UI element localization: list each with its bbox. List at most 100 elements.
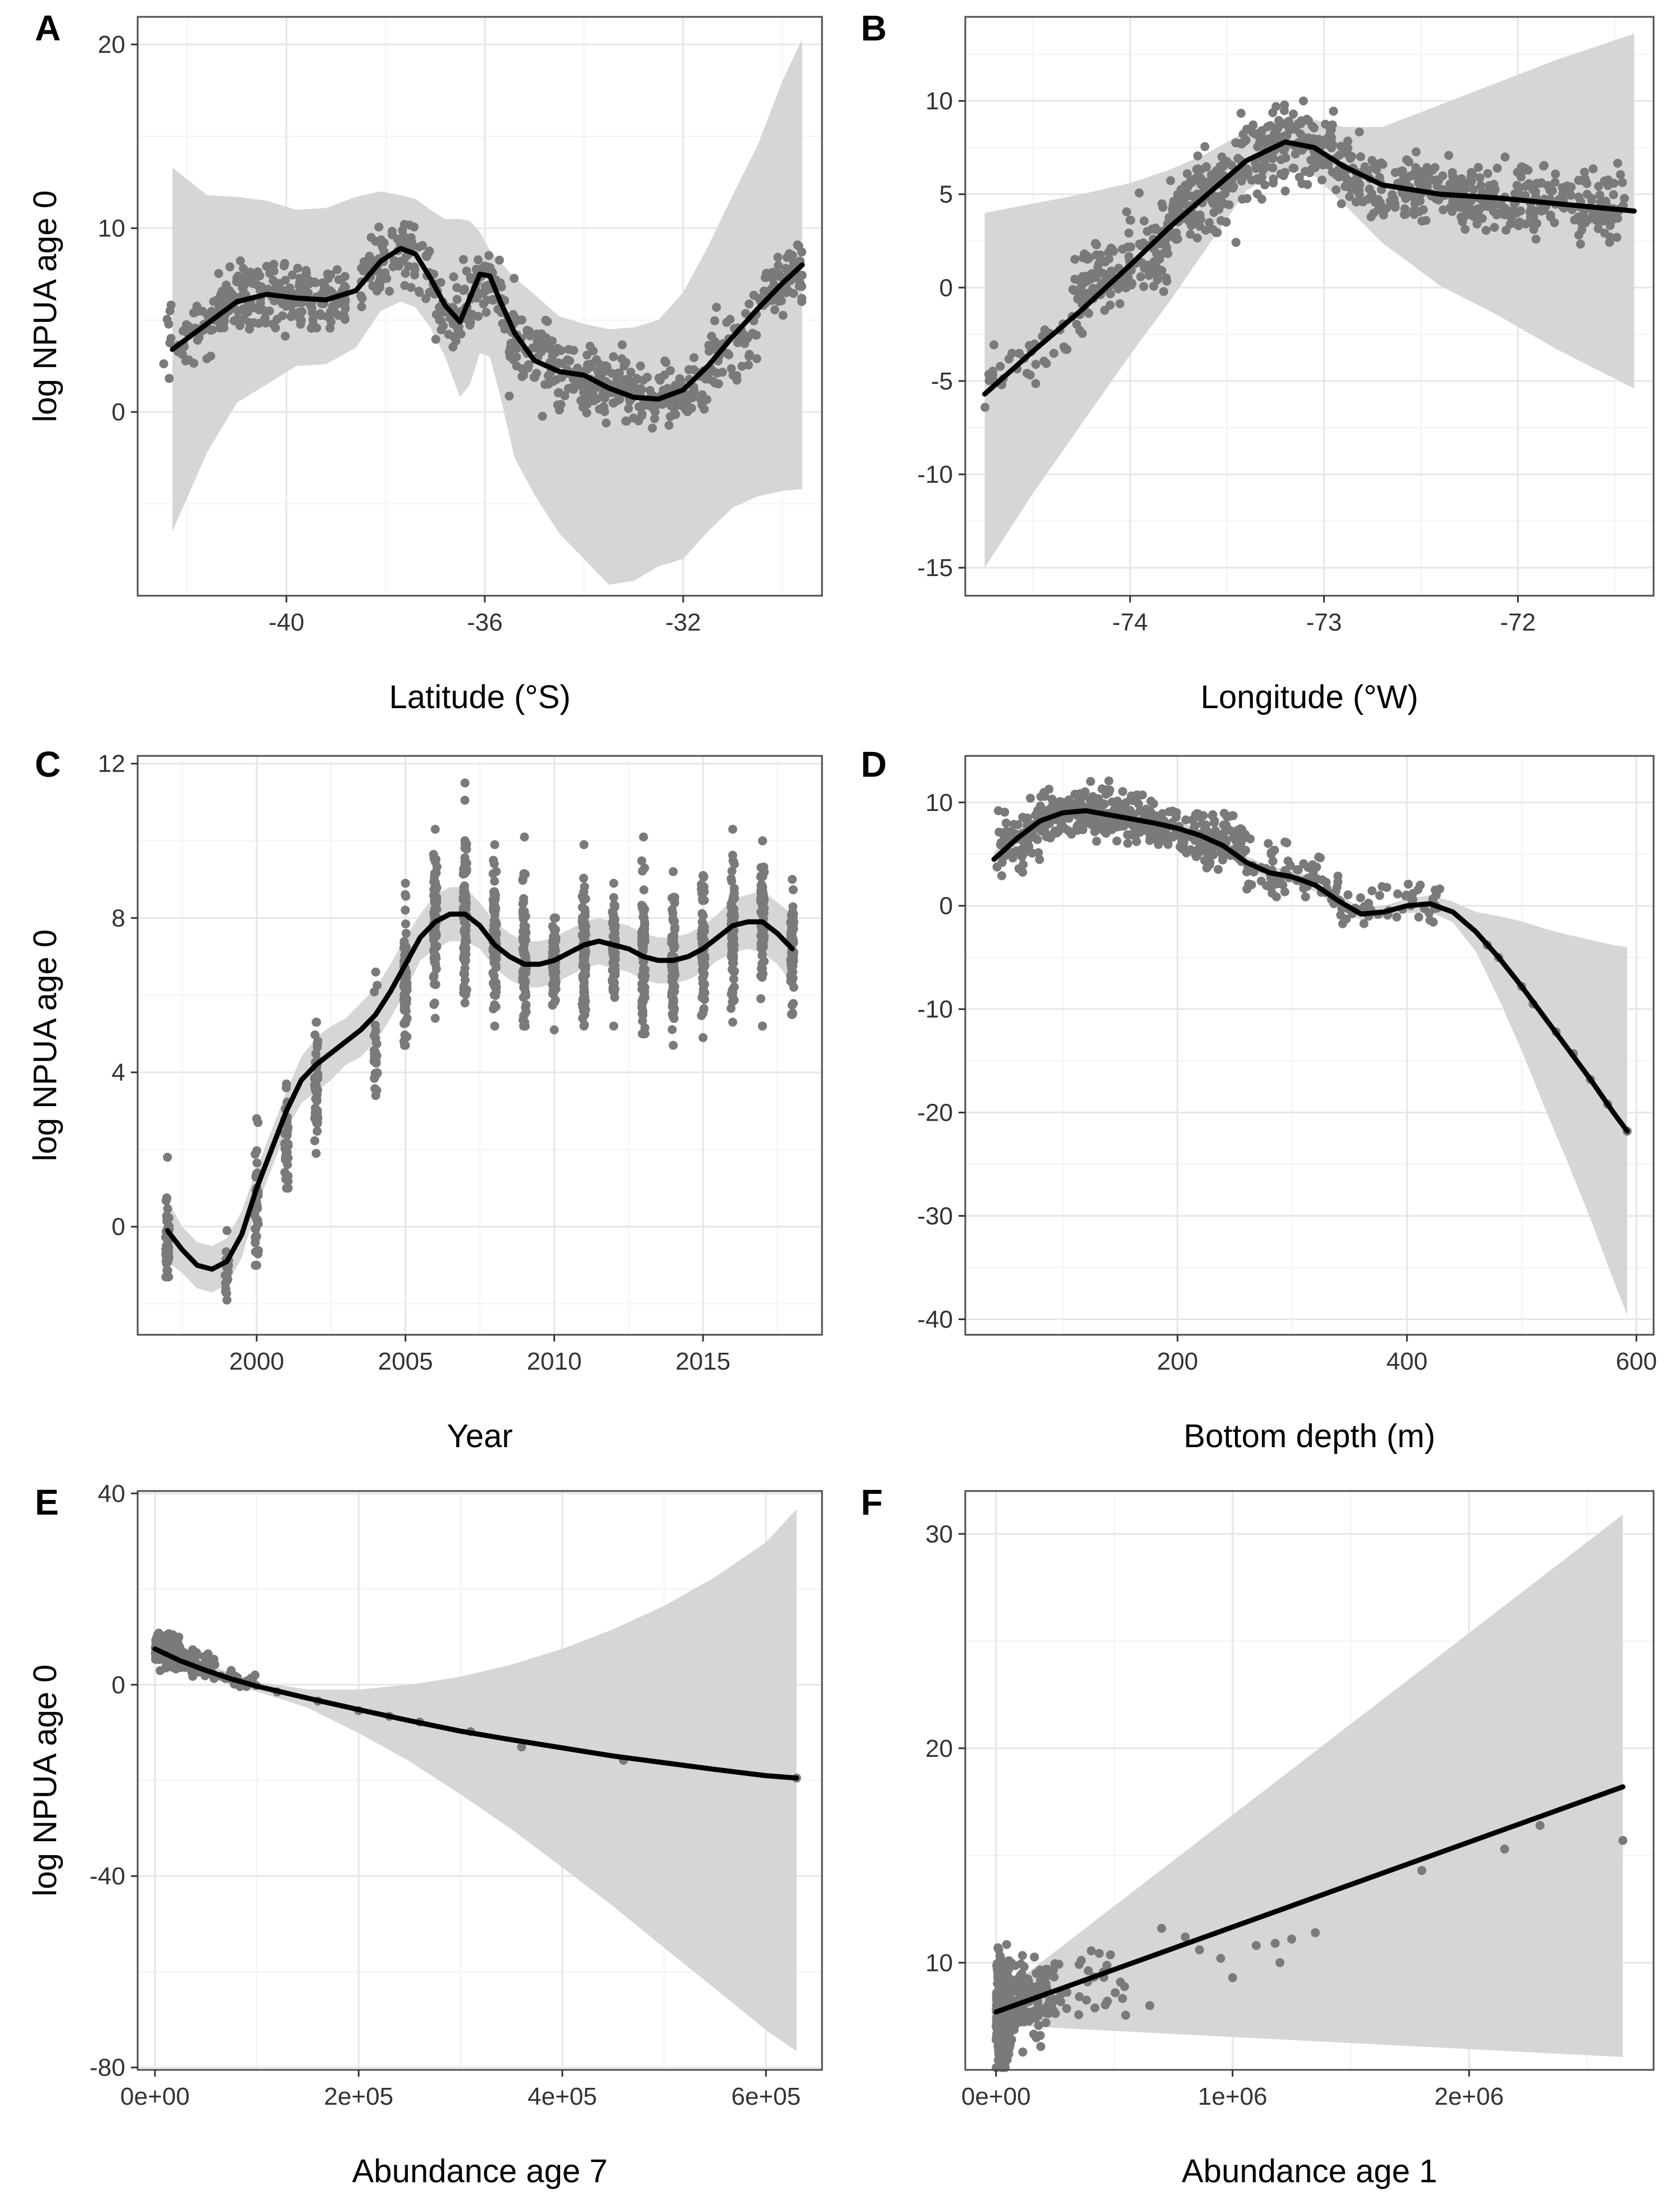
data-point xyxy=(697,880,706,889)
data-point xyxy=(1620,194,1629,203)
data-point xyxy=(1355,127,1364,137)
data-point xyxy=(1060,823,1069,833)
data-point xyxy=(490,925,500,934)
data-point xyxy=(1367,886,1377,895)
y-tick-label: 5 xyxy=(939,181,953,209)
data-point xyxy=(697,400,707,410)
data-point xyxy=(1134,799,1143,809)
data-point xyxy=(1366,212,1376,221)
data-point xyxy=(385,287,394,296)
data-point xyxy=(1155,826,1165,835)
data-point xyxy=(1455,203,1465,212)
data-point xyxy=(252,1146,261,1155)
data-point xyxy=(222,1289,231,1298)
data-point xyxy=(1343,890,1353,900)
data-point xyxy=(1603,178,1613,187)
data-point xyxy=(521,1003,530,1012)
data-point xyxy=(489,1004,498,1014)
data-point xyxy=(1176,185,1186,194)
y-tick-label: 0 xyxy=(939,892,953,920)
data-point xyxy=(161,1252,171,1261)
data-point xyxy=(1168,230,1178,240)
data-point xyxy=(249,318,258,328)
x-tick-label: 200 xyxy=(1157,1348,1198,1375)
data-point xyxy=(520,832,529,842)
data-point xyxy=(1460,225,1470,234)
data-point xyxy=(995,2019,1004,2028)
data-point xyxy=(683,407,692,416)
data-point xyxy=(532,369,541,378)
data-point xyxy=(179,1648,189,1657)
data-point xyxy=(312,1126,322,1136)
data-point xyxy=(1262,162,1272,171)
data-point xyxy=(1595,191,1605,200)
data-point xyxy=(401,878,410,888)
data-point xyxy=(996,1993,1006,2003)
data-point xyxy=(1047,1998,1057,2008)
data-point xyxy=(664,420,674,430)
data-point xyxy=(315,309,325,319)
data-point xyxy=(280,332,290,341)
data-point xyxy=(1582,189,1592,199)
data-point xyxy=(1214,200,1223,210)
data-point xyxy=(989,340,998,350)
data-point xyxy=(1490,223,1499,232)
data-point xyxy=(172,1648,182,1657)
data-point xyxy=(401,928,411,938)
data-point xyxy=(269,266,279,276)
y-axis-title-e: log NPUA age 0 xyxy=(27,1665,63,1897)
data-point xyxy=(199,1652,208,1661)
data-point xyxy=(239,264,248,273)
data-point xyxy=(1136,241,1146,251)
data-point xyxy=(639,832,648,842)
data-point xyxy=(295,278,305,287)
data-point xyxy=(1399,173,1408,182)
data-point xyxy=(189,308,198,318)
data-point xyxy=(467,310,477,319)
data-point xyxy=(670,924,679,933)
data-point xyxy=(1609,190,1618,200)
data-point xyxy=(797,293,807,303)
data-point xyxy=(669,1014,679,1023)
data-point xyxy=(156,1666,165,1675)
data-point xyxy=(1209,850,1218,860)
data-point xyxy=(640,993,650,1003)
data-point xyxy=(451,336,461,346)
data-point xyxy=(1205,860,1214,869)
data-point xyxy=(376,274,386,283)
data-point xyxy=(1299,859,1309,868)
data-point xyxy=(357,264,366,273)
data-point xyxy=(1270,1938,1280,1948)
data-point xyxy=(1400,210,1409,219)
data-point xyxy=(401,269,410,278)
data-point xyxy=(482,262,492,271)
data-point xyxy=(757,1021,767,1031)
data-point xyxy=(334,311,343,320)
data-point xyxy=(1228,1973,1237,1982)
data-point xyxy=(993,1959,1003,1969)
x-tick-label: 1e+06 xyxy=(1198,2083,1268,2110)
data-point xyxy=(1213,228,1222,237)
data-point xyxy=(1345,192,1354,201)
data-point xyxy=(1074,819,1083,829)
plot-frame-e xyxy=(137,1490,823,2071)
data-point xyxy=(1284,116,1293,126)
data-point xyxy=(1216,1954,1225,1963)
data-point xyxy=(308,323,317,332)
data-point xyxy=(1192,233,1202,243)
data-point xyxy=(281,301,291,311)
data-point xyxy=(1093,794,1103,803)
data-point xyxy=(1234,831,1243,840)
data-point xyxy=(601,418,611,428)
data-point xyxy=(609,1021,619,1031)
data-point xyxy=(301,266,311,275)
data-point xyxy=(1139,216,1149,226)
data-point xyxy=(1551,169,1560,179)
data-point xyxy=(281,1083,291,1093)
data-point xyxy=(488,968,498,978)
plot-frame-b xyxy=(964,16,1655,597)
data-point xyxy=(1172,812,1181,822)
data-point xyxy=(996,838,1006,848)
data-point xyxy=(727,1004,736,1013)
